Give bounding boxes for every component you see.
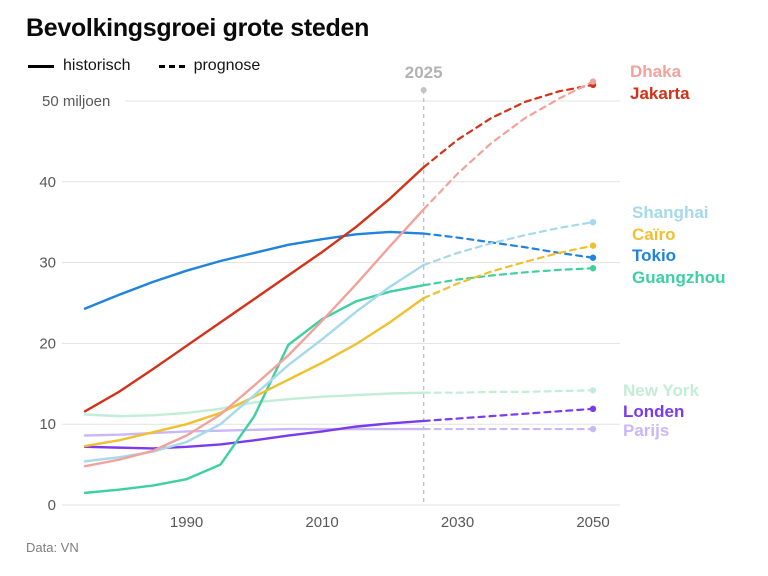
series-label-jakarta: Jakarta [630,84,690,103]
svg-text:2010: 2010 [305,514,338,531]
svg-text:2050: 2050 [576,514,609,531]
series-label-guangzhou: Guangzhou [632,268,726,287]
forecast-line [422,244,595,300]
forecast-divider: 2025 [405,63,443,505]
gridlines-and-y-axis: 0 10 20 30 40 50 miljoen [39,93,620,514]
end-dot [589,254,597,261]
historical-line [83,166,425,413]
x-axis-labels: 1990 2010 2030 2050 [170,514,610,531]
series-label-shanghai: Shanghai [632,203,709,222]
legend-label-historical: historisch [63,57,131,74]
forecast-line [422,267,595,287]
legend-label-forecast: prognose [193,57,261,74]
svg-text:40: 40 [39,174,56,191]
series-ca-ro [83,242,597,448]
divider-year-label: 2025 [405,63,443,82]
historical-line [83,391,425,418]
divider-dot [420,87,427,93]
historical-line [83,230,425,310]
series-dhaka [83,78,597,468]
legend-item-historical: historisch [28,57,131,75]
svg-text:20: 20 [39,335,56,352]
historical-line [83,419,425,450]
series-guangzhou [83,265,597,495]
series-label-parijs: Parijs [623,421,670,440]
end-dot [589,219,597,226]
forecast-line [422,407,595,423]
svg-text:50 miljoen: 50 miljoen [42,93,110,110]
series-tokio [83,230,597,310]
solid-line-swatch [28,64,54,68]
series-shanghai [83,219,597,463]
forecast-line [422,221,595,267]
svg-text:10: 10 [39,416,56,433]
series-londen [83,405,597,450]
chart-title: Bevolkingsgroei grote steden [26,14,370,42]
series-label-londen: Londen [623,402,685,421]
end-dot [589,405,597,413]
end-dot [589,425,597,433]
historical-line [83,208,425,468]
end-dot [589,78,597,85]
historical-line [83,263,425,463]
forecast-line [422,232,595,259]
end-dot [589,265,597,272]
series-label-new-york: New York [623,381,699,400]
series-new-york [83,387,597,418]
forecast-line [422,389,595,394]
forecast-line [422,80,595,211]
dashed-line-swatch [158,64,185,68]
series-parijs [83,425,597,437]
svg-text:0: 0 [48,497,56,514]
svg-text:30: 30 [39,255,56,272]
forecast-line [422,83,595,169]
series-label-dhaka: Dhaka [630,62,682,81]
series-label-ca-ro: Caïro [632,225,676,244]
series-jakarta [83,81,597,413]
historical-line [83,284,425,495]
source-note: Data: VN [26,540,79,555]
end-dot [589,242,597,249]
historical-line [83,427,425,437]
svg-text:2030: 2030 [441,514,474,531]
end-dot [589,387,597,394]
legend-item-forecast: prognose [158,57,261,75]
legend: historisch prognose [28,57,260,75]
historical-line [83,296,425,448]
series-label-tokio: Tokio [632,246,677,265]
svg-text:1990: 1990 [170,514,203,531]
